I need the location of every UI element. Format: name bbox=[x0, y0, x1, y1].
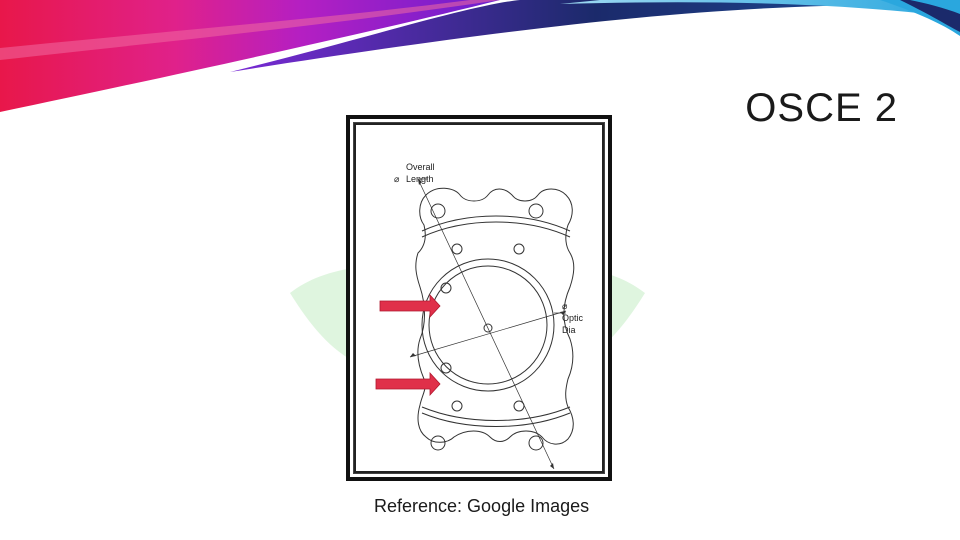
pointer-arrow-lower bbox=[375, 371, 441, 397]
diagram-frame: Overall ⌀ Length ⌀ Optic Dia bbox=[346, 115, 612, 481]
header-swoosh-banner bbox=[0, 0, 960, 112]
slide-title: OSCE 2 bbox=[745, 86, 898, 130]
optic-dia-dimension-line bbox=[409, 310, 567, 358]
overall-length-label-line2: Length bbox=[406, 174, 434, 184]
image-reference-caption: Reference: Google Images bbox=[374, 496, 590, 516]
pointer-arrow-upper bbox=[379, 293, 441, 319]
optic-dia-label-line1: Optic bbox=[562, 313, 584, 323]
optic-dia-label-line2: Dia bbox=[562, 325, 576, 335]
overall-length-dimension-line bbox=[417, 178, 555, 470]
optic-dia-symbol: ⌀ bbox=[562, 301, 568, 311]
overall-length-symbol: ⌀ bbox=[394, 174, 400, 184]
frame-inner-border bbox=[353, 122, 605, 474]
mount-outline bbox=[415, 187, 575, 445]
optic-mount-diagram: Overall ⌀ Length ⌀ Optic Dia bbox=[375, 162, 584, 470]
overall-length-label-line1: Overall bbox=[406, 162, 435, 172]
frame-mat: Overall ⌀ Length ⌀ Optic Dia bbox=[354, 123, 604, 473]
